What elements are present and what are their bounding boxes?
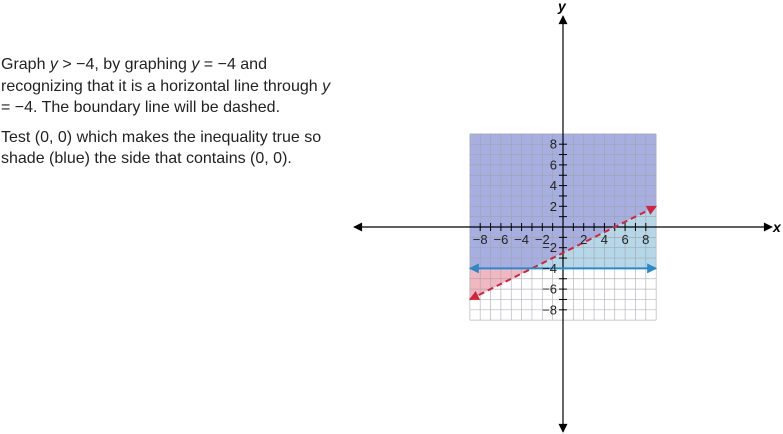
dashed-line bbox=[468, 205, 658, 301]
x-tick-label: 4 bbox=[601, 232, 608, 247]
y-tick-label: 2 bbox=[550, 199, 557, 214]
math-variable: y bbox=[322, 77, 331, 95]
y-tick-label: 4 bbox=[550, 178, 557, 193]
text-run: Test (0, 0) which makes the inequality t… bbox=[1, 128, 322, 168]
text-run: = −4 and recognizing that it is a horizo… bbox=[1, 56, 323, 95]
math-variable: y bbox=[49, 56, 58, 73]
x-tick-label: −6 bbox=[493, 232, 508, 247]
instruction-paragraph-2: Test (0, 0) which makes the inequality t… bbox=[1, 127, 331, 170]
y-tick-label: −6 bbox=[542, 282, 557, 297]
x-tick-label: 6 bbox=[621, 232, 628, 247]
text-run: > −4, by graphing bbox=[57, 56, 192, 73]
x-tick-label: −8 bbox=[473, 232, 488, 247]
instruction-text: Graph y > −4, by graphing y = −4 and rec… bbox=[1, 54, 331, 178]
x-axis-label: x bbox=[772, 219, 782, 235]
x-tick-label: −2 bbox=[535, 232, 550, 247]
text-run: Graph bbox=[1, 56, 50, 73]
text-run: = −4. The boundary line will be dashed. bbox=[1, 99, 281, 116]
instruction-paragraph-1: Graph y > −4, by graphing y = −4 and rec… bbox=[1, 54, 331, 119]
math-variable: y bbox=[191, 56, 200, 73]
y-tick-label: 8 bbox=[550, 137, 557, 152]
y-tick-label: −8 bbox=[542, 302, 557, 317]
y-axis-label: y bbox=[557, 0, 567, 14]
y-tick-label: 6 bbox=[550, 157, 557, 172]
x-tick-label: 8 bbox=[642, 232, 649, 247]
y-tick-label: −4 bbox=[542, 261, 557, 276]
x-tick-label: 2 bbox=[580, 232, 587, 247]
x-tick-label: −4 bbox=[514, 232, 529, 247]
y-tick-label: −2 bbox=[542, 240, 557, 255]
